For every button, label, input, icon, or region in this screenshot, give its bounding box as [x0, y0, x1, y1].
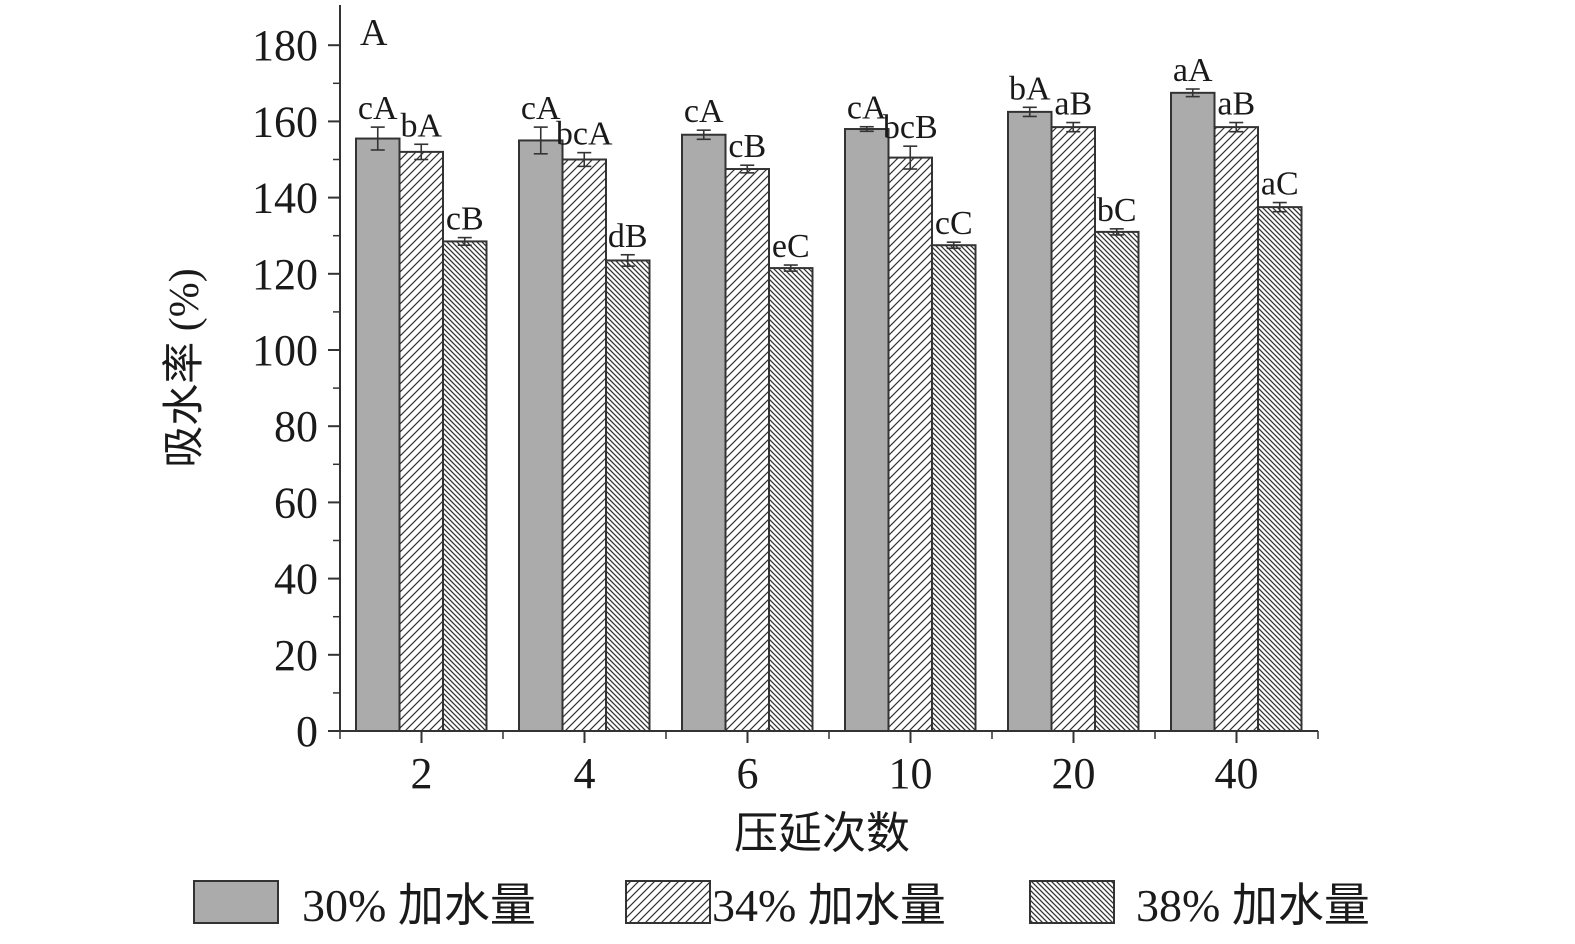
significance-label: cB: [728, 128, 766, 165]
bar: [844, 128, 890, 732]
bar: [605, 259, 651, 732]
legend-label: 34% 加水量: [712, 880, 946, 931]
panel-label: A: [360, 12, 388, 54]
bar: [518, 139, 564, 732]
bar: [442, 240, 488, 732]
significance-label: cA: [684, 93, 724, 130]
significance-label: bA: [400, 107, 442, 144]
significance-label: dB: [608, 218, 648, 255]
significance-label: eC: [772, 228, 810, 265]
y-tick-label: 80: [274, 402, 318, 451]
bar: [1257, 206, 1303, 732]
significance-label: cA: [521, 90, 561, 127]
bar: [1213, 126, 1259, 733]
x-tick-label: 20: [1052, 749, 1096, 798]
x-tick-label: 10: [889, 749, 933, 798]
bar: [1050, 126, 1096, 733]
legend-swatch: [193, 880, 279, 924]
bar: [355, 137, 401, 733]
y-tick-label: 140: [252, 174, 318, 223]
bar: [768, 267, 814, 732]
bar: [1170, 91, 1216, 732]
x-tick-label: 40: [1215, 749, 1259, 798]
bar: [681, 133, 727, 733]
bar: [1094, 230, 1140, 732]
significance-label: cB: [446, 201, 484, 238]
significance-label: cA: [847, 90, 887, 127]
significance-label: bA: [1009, 70, 1051, 107]
legend-label: 38% 加水量: [1136, 880, 1370, 931]
y-tick-label: 100: [252, 326, 318, 375]
bar: [724, 168, 770, 732]
y-axis-label: 吸水率 (%): [161, 268, 208, 467]
x-tick-label: 4: [574, 749, 596, 798]
x-axis-label: 压延次数: [734, 809, 910, 858]
significance-label: bcB: [883, 109, 938, 146]
y-axis-ticks: 0 20 40 60 80 100 120 140 160 180: [252, 21, 340, 756]
y-tick-label: 180: [252, 21, 318, 70]
y-tick-label: 40: [274, 555, 318, 604]
x-tick-label: 2: [411, 749, 433, 798]
legend-swatch: [625, 880, 711, 924]
significance-label: aB: [1217, 86, 1255, 123]
bar: [1007, 110, 1053, 732]
y-tick-label: 20: [274, 631, 318, 680]
bar: [398, 150, 444, 732]
y-tick-label: 60: [274, 478, 318, 527]
bars: [355, 91, 1303, 733]
error-bars: [370, 88, 1287, 272]
y-tick-label: 0: [296, 707, 318, 756]
x-tick-label: 6: [737, 749, 759, 798]
y-tick-label: 160: [252, 97, 318, 146]
legend-label: 30% 加水量: [302, 880, 536, 931]
legend: 30% 加水量 34% 加水量 38% 加水量: [193, 880, 1370, 931]
significance-label: aB: [1054, 86, 1092, 123]
significance-label: aA: [1173, 52, 1213, 89]
bar: [931, 244, 977, 732]
significance-label: bC: [1097, 192, 1137, 229]
y-tick-label: 120: [252, 250, 318, 299]
bar: [561, 158, 607, 732]
x-axis-ticks: 2 4 6 10 20 40: [339, 731, 1319, 798]
bar: [887, 156, 933, 733]
significance-label: aC: [1261, 166, 1299, 203]
legend-swatch: [1029, 880, 1115, 924]
significance-label: cA: [358, 90, 398, 127]
significance-label: cC: [935, 205, 973, 242]
significance-label: bcA: [556, 116, 613, 153]
